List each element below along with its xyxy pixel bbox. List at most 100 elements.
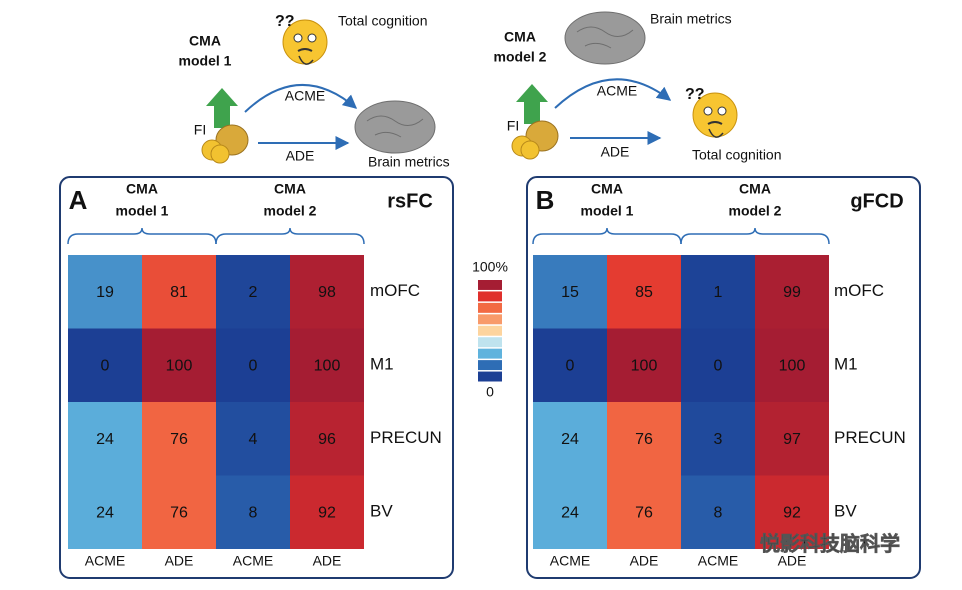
path-arrow <box>244 84 358 113</box>
colorbar-swatch <box>478 314 502 325</box>
path-label: ADE <box>601 144 630 160</box>
colorbar-swatch <box>478 280 502 290</box>
heat-cell <box>68 328 142 402</box>
cell-label: 97 <box>783 431 801 448</box>
cell-label: 24 <box>96 504 114 521</box>
colorbar-swatch <box>478 337 502 348</box>
panel-frame <box>526 176 921 579</box>
heat-cell <box>681 255 755 329</box>
face-hand <box>708 128 724 138</box>
group-brace <box>680 227 830 245</box>
heat-cell <box>68 255 142 329</box>
heat-cell <box>755 402 829 476</box>
column-label: ADE <box>165 553 194 569</box>
heat-cell <box>533 475 607 549</box>
row-label: mOFC <box>834 281 884 300</box>
cell-label: 4 <box>249 431 258 448</box>
heat-cell <box>142 328 216 402</box>
predictor-label: FI <box>507 118 519 134</box>
heat-cell <box>68 475 142 549</box>
cell-label: 2 <box>249 284 258 301</box>
heat-cell <box>533 402 607 476</box>
row-label: M1 <box>834 355 858 374</box>
cell-label: 3 <box>714 431 723 448</box>
heat-cell <box>755 255 829 329</box>
heat-cell <box>607 475 681 549</box>
cell-label: 24 <box>561 431 579 448</box>
cell-label: 98 <box>318 284 336 301</box>
heat-cell <box>290 328 364 402</box>
colorbar-swatch <box>478 325 502 336</box>
row-label: BV <box>834 502 857 521</box>
brain-icon <box>564 11 646 65</box>
colorbar-swatch <box>478 348 502 359</box>
cell-label: 76 <box>635 431 653 448</box>
cell-label: 100 <box>166 357 193 374</box>
face-hand <box>298 55 314 65</box>
group-brace <box>532 227 682 245</box>
column-label: ACME <box>85 553 125 569</box>
model-label: model 2 <box>494 49 547 65</box>
heat-cell <box>607 402 681 476</box>
panel-title: gFCD <box>850 190 903 212</box>
colorbar-label: 0 <box>486 384 494 400</box>
watermark: 悦影科技脑科学 <box>760 531 900 555</box>
cell-label: 76 <box>170 504 188 521</box>
face-mouth <box>297 48 313 52</box>
coin <box>210 144 230 164</box>
path-label: ACME <box>285 88 325 104</box>
group-label: model 1 <box>581 203 634 219</box>
path-label: ACME <box>597 83 637 99</box>
heat-cell <box>607 328 681 402</box>
arrow-up-icon <box>206 88 238 128</box>
cell-label: 24 <box>561 504 579 521</box>
brain-fold <box>366 115 424 138</box>
arrow-up-icon <box>516 84 548 124</box>
column-label: ADE <box>313 553 342 569</box>
heat-cell <box>290 255 364 329</box>
group-label: model 1 <box>116 203 169 219</box>
row-label: PRECUN <box>834 428 906 447</box>
cell-label: 24 <box>96 431 114 448</box>
panel-title: rsFC <box>387 190 433 212</box>
heat-cell <box>216 402 290 476</box>
heat-cell <box>142 402 216 476</box>
heat-cell <box>68 402 142 476</box>
heat-cell <box>681 475 755 549</box>
heat-cell <box>290 475 364 549</box>
heat-cell <box>216 328 290 402</box>
row-label: M1 <box>370 355 394 374</box>
cell-label: 76 <box>635 504 653 521</box>
cell-label: 85 <box>635 284 653 301</box>
brain-icon <box>354 100 436 154</box>
group-label: CMA <box>739 181 771 197</box>
group-label: model 2 <box>264 203 317 219</box>
group-label: CMA <box>274 181 306 197</box>
row-label: mOFC <box>370 281 420 300</box>
heat-cell <box>290 402 364 476</box>
column-label: ADE <box>630 553 659 569</box>
row-label: BV <box>370 502 393 521</box>
model-label: model 1 <box>179 53 232 69</box>
cell-label: 96 <box>318 431 336 448</box>
heat-cell <box>681 402 755 476</box>
heat-cell <box>607 255 681 329</box>
heat-cell <box>142 255 216 329</box>
cell-label: 19 <box>96 284 114 301</box>
group-brace <box>215 227 365 245</box>
outcome-label: Total cognition <box>692 147 782 163</box>
heat-cell <box>533 255 607 329</box>
panel-letter: A <box>69 185 88 215</box>
heat-cell <box>142 475 216 549</box>
colorbar-label: 100% <box>472 259 508 275</box>
cell-label: 99 <box>783 284 801 301</box>
brain-fold <box>576 26 634 49</box>
face-mouth <box>707 121 723 125</box>
panel-letter: B <box>536 185 555 215</box>
coin <box>520 140 540 160</box>
colorbar-swatch <box>478 371 502 382</box>
top-label: Brain metrics <box>650 11 732 27</box>
heat-cell <box>216 255 290 329</box>
heat-cell <box>755 328 829 402</box>
